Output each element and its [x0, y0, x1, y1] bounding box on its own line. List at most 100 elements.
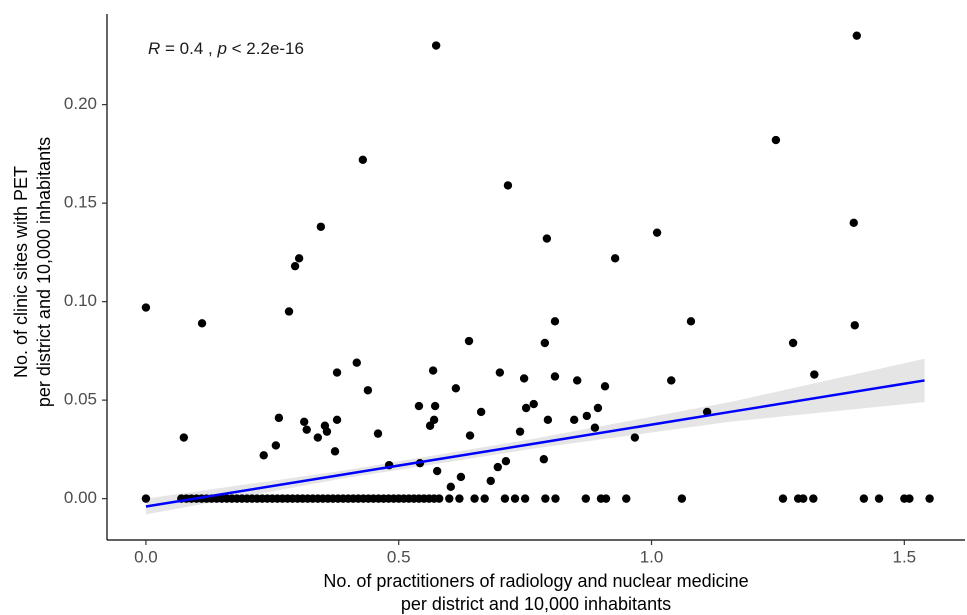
point	[425, 421, 435, 430]
point	[432, 466, 442, 476]
point	[446, 482, 456, 492]
point	[464, 336, 474, 346]
point	[431, 41, 441, 50]
point	[271, 441, 281, 450]
annotation: R = 0.4 , p < 2.2e-16	[148, 39, 304, 58]
point	[850, 321, 859, 330]
point	[294, 254, 304, 263]
point	[859, 494, 869, 503]
y-tick-label: 0.10	[64, 291, 97, 310]
point	[486, 476, 495, 486]
point	[322, 427, 332, 436]
point	[515, 427, 525, 436]
point	[290, 261, 300, 271]
point	[622, 494, 631, 503]
x-tick-label: 0.0	[134, 547, 158, 566]
point	[610, 254, 620, 263]
point	[480, 494, 489, 503]
point	[430, 401, 440, 411]
point	[141, 303, 151, 312]
point	[197, 319, 207, 328]
point	[259, 451, 268, 460]
point	[332, 415, 342, 425]
point	[778, 494, 788, 503]
point	[470, 494, 479, 503]
point	[542, 234, 552, 243]
point	[667, 376, 676, 385]
point	[852, 31, 862, 40]
point	[313, 433, 323, 442]
point	[373, 429, 383, 438]
y-tick-label: 0.00	[64, 488, 97, 507]
point	[771, 135, 781, 145]
point	[590, 423, 600, 432]
x-tick-label: 1.0	[640, 547, 664, 566]
point	[510, 494, 520, 503]
point	[573, 376, 582, 385]
point	[925, 494, 934, 503]
point	[874, 494, 884, 503]
y-tick-label: 0.20	[64, 94, 97, 113]
point	[788, 338, 798, 348]
point	[582, 411, 592, 421]
point	[501, 456, 511, 466]
point	[429, 415, 439, 425]
point	[428, 366, 438, 375]
point	[677, 494, 687, 503]
point	[500, 494, 510, 503]
point	[652, 228, 662, 237]
point	[540, 338, 550, 348]
y-tick-label: 0.05	[64, 390, 97, 409]
point	[465, 431, 475, 440]
point	[550, 317, 560, 326]
annotation-part: p	[216, 39, 226, 58]
point	[352, 358, 361, 367]
point	[493, 462, 503, 472]
y-axis-title: No. of clinic sites with PET	[11, 166, 31, 378]
point	[593, 403, 603, 413]
x-tick-label: 0.5	[387, 547, 411, 566]
point	[519, 374, 529, 383]
fit-line	[145, 379, 925, 508]
point	[529, 399, 538, 409]
point	[179, 433, 189, 442]
point	[451, 384, 461, 393]
point	[601, 494, 611, 503]
point	[799, 494, 808, 503]
x-tick-label: 1.5	[893, 547, 917, 566]
point	[520, 494, 530, 503]
point	[550, 372, 560, 381]
point	[539, 455, 549, 464]
point	[521, 403, 531, 413]
point	[809, 494, 818, 503]
point	[600, 382, 610, 391]
point	[302, 425, 311, 434]
point	[810, 370, 819, 379]
point	[905, 494, 914, 503]
point	[503, 181, 513, 190]
point	[455, 494, 464, 503]
point	[541, 494, 550, 503]
confidence-band	[145, 358, 925, 515]
point	[284, 307, 294, 316]
x-axis-title: per district and 10,000 inhabitants	[401, 594, 671, 614]
y-axis-title: per district and 10,000 inhabitants	[34, 137, 54, 407]
point	[849, 218, 858, 228]
point	[363, 386, 373, 395]
point	[551, 494, 560, 503]
point	[581, 494, 591, 503]
point	[434, 494, 444, 503]
point	[141, 494, 151, 503]
point	[630, 433, 640, 442]
point	[316, 222, 326, 231]
point	[330, 447, 340, 456]
point	[569, 415, 579, 425]
point	[332, 368, 342, 377]
point	[476, 407, 486, 417]
point	[358, 155, 368, 164]
annotation-part: R	[148, 39, 160, 58]
point	[456, 472, 466, 482]
x-axis-title: No. of practitioners of radiology and nu…	[323, 571, 748, 591]
point	[414, 401, 424, 411]
